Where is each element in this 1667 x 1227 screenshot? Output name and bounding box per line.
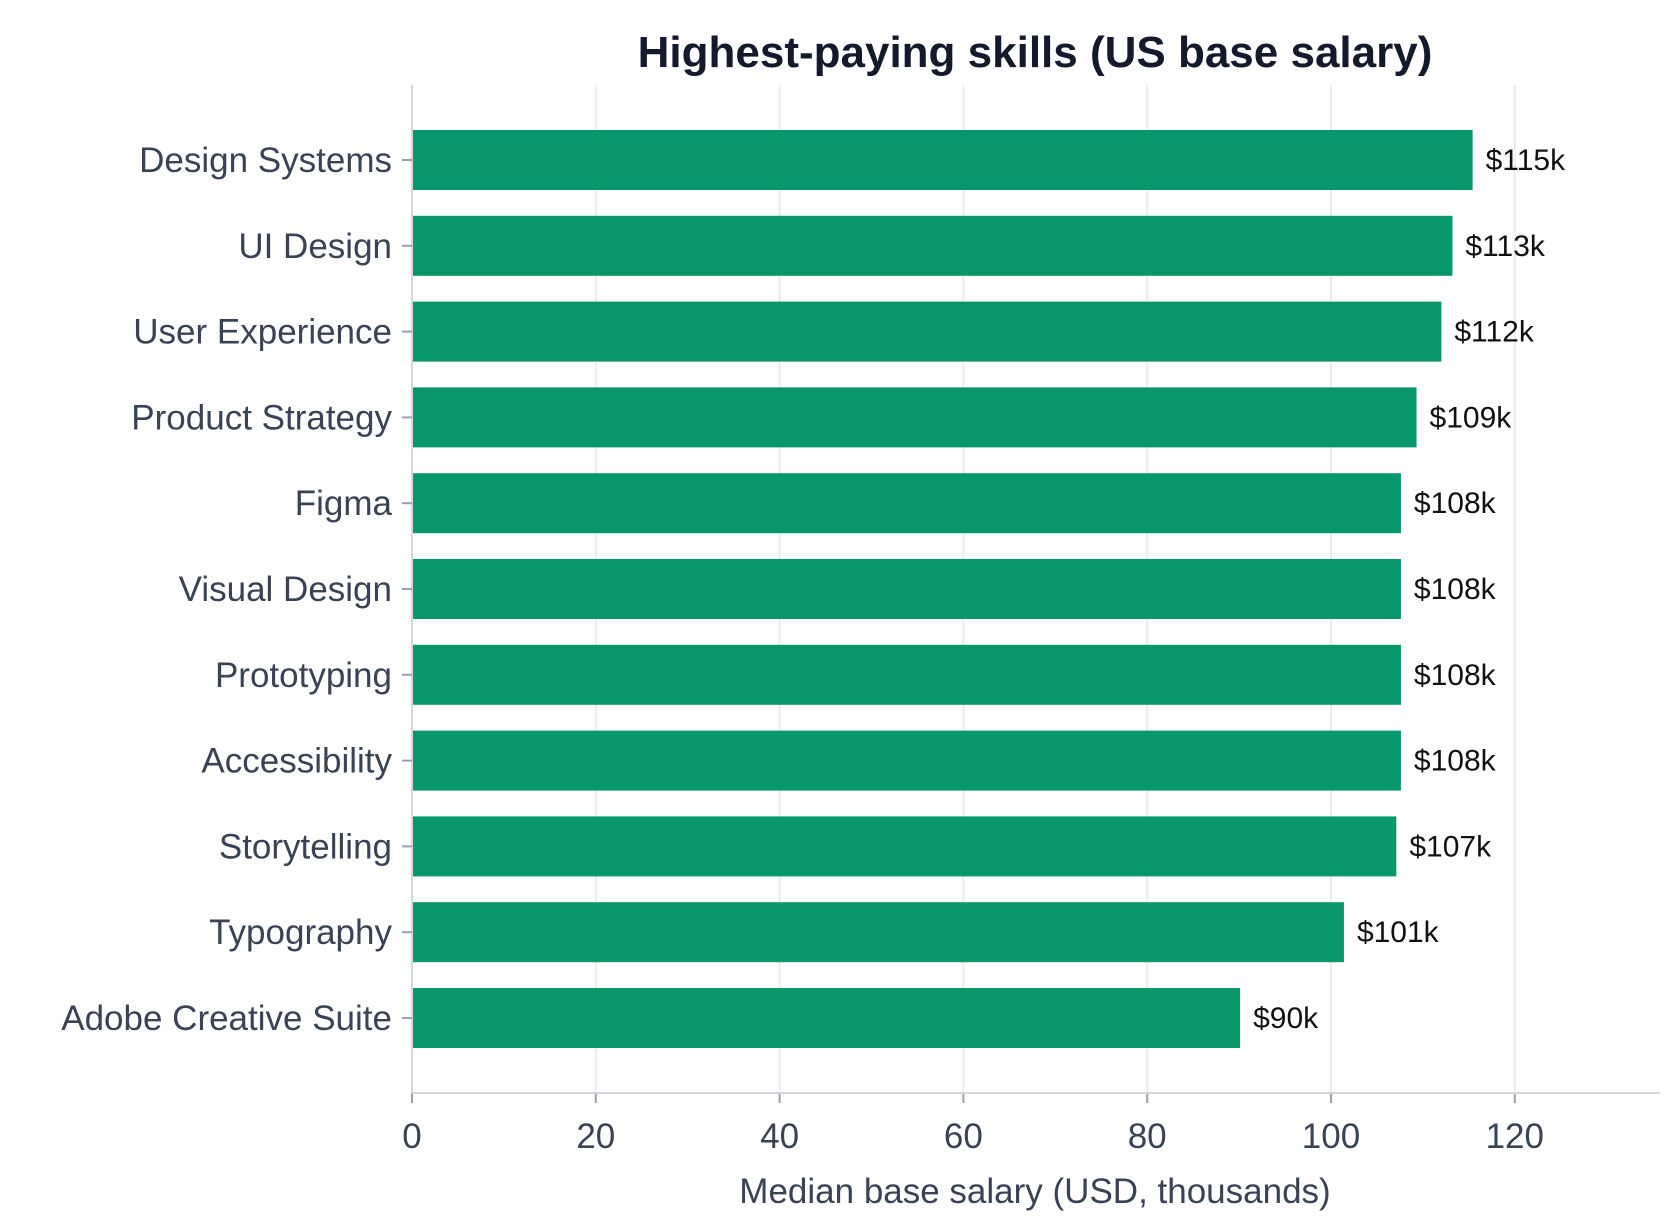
category-label: Adobe Creative Suite: [61, 999, 392, 1038]
data-label: $107k: [1409, 830, 1492, 863]
category-label: Product Strategy: [131, 398, 392, 437]
category-label: Accessibility: [201, 742, 392, 781]
category-label: Design Systems: [139, 141, 392, 180]
x-tick-label: 0: [402, 1117, 421, 1156]
axes: [402, 85, 1660, 1103]
data-label: $108k: [1414, 487, 1497, 520]
x-axis-label: Median base salary (USD, thousands): [739, 1172, 1330, 1211]
bar: [413, 215, 1453, 276]
bar: [413, 387, 1417, 448]
bar: [413, 816, 1397, 877]
data-label: $108k: [1414, 573, 1497, 606]
category-label: Figma: [295, 484, 393, 523]
bar: [413, 559, 1401, 619]
labels: 0 20 40 60 80 100 120 Design Systems $115k UI Des…: [61, 141, 1566, 1156]
x-tick-label: 100: [1302, 1117, 1360, 1156]
x-tick-label: 60: [944, 1117, 983, 1156]
category-label: Prototyping: [215, 656, 392, 695]
category-label: UI Design: [238, 227, 392, 266]
bar: [413, 473, 1401, 534]
data-label: $108k: [1414, 659, 1497, 692]
bar: [413, 301, 1442, 362]
bar: [413, 902, 1344, 963]
bar: [413, 130, 1473, 190]
bar: [413, 988, 1241, 1048]
data-label: $90k: [1253, 1002, 1319, 1035]
data-label: $112k: [1454, 316, 1535, 349]
data-label: $101k: [1357, 916, 1440, 949]
data-label: $115k: [1486, 144, 1567, 177]
category-label: Typography: [209, 913, 392, 952]
data-label: $108k: [1414, 745, 1497, 778]
chart-title: Highest-paying skills (US base salary): [638, 28, 1433, 77]
x-tick-label: 120: [1486, 1117, 1544, 1156]
x-tick-label: 20: [576, 1117, 615, 1156]
bars: [413, 130, 1473, 1048]
x-tick-label: 80: [1128, 1117, 1167, 1156]
bar: [413, 644, 1401, 705]
data-label: $113k: [1465, 230, 1546, 263]
data-label: $109k: [1430, 401, 1513, 434]
bar: [413, 730, 1401, 791]
category-label: Storytelling: [219, 827, 392, 866]
x-tick-label: 40: [760, 1117, 799, 1156]
category-label: User Experience: [133, 313, 392, 352]
category-label: Visual Design: [179, 570, 392, 609]
